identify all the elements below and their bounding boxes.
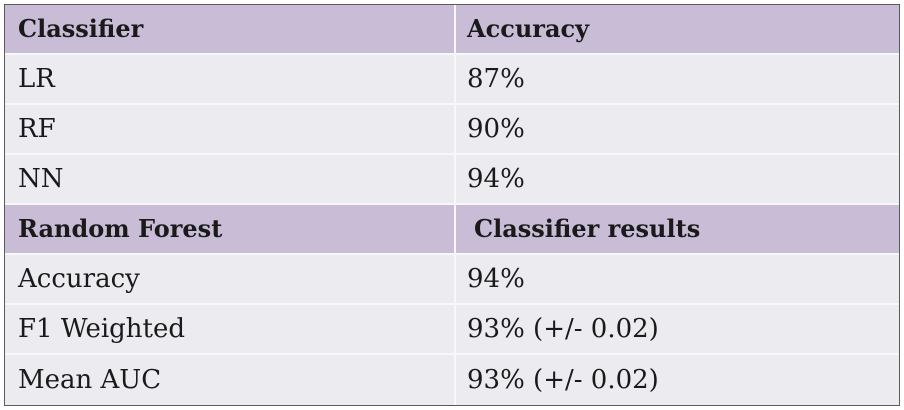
row-value: 94% [467,164,525,194]
row-label: Mean AUC [18,365,162,395]
row-value: 90% [467,114,525,144]
table-row: RF 90% [5,105,899,155]
row-label: NN [18,164,64,194]
header-cell-classifier-results: Classifier results [474,214,701,243]
column-divider [454,305,456,353]
table-row: F1 Weighted 93% (+/- 0.02) [5,305,899,355]
row-label: RF [18,114,56,144]
column-divider [454,155,456,203]
row-label: Accuracy [18,264,140,294]
header-cell-random-forest: Random Forest [18,214,223,243]
table-row: Accuracy 94% [5,255,899,305]
table-row: Mean AUC 93% (+/- 0.02) [5,355,899,405]
column-divider [454,5,456,53]
table-header-row: Classifier Accuracy [5,5,899,55]
row-value: 87% [467,64,525,94]
row-value: 93% (+/- 0.02) [467,365,659,395]
header-cell-classifier: Classifier [18,14,144,43]
row-label: LR [18,64,55,94]
row-value: 93% (+/- 0.02) [467,314,659,344]
column-divider [454,205,456,253]
column-divider [454,105,456,153]
column-divider [454,355,456,405]
table-row: LR 87% [5,55,899,105]
results-table: Classifier Accuracy LR 87% RF 90% NN 94%… [4,4,900,406]
table-header-row: Random Forest Classifier results [5,205,899,255]
table-row: NN 94% [5,155,899,205]
row-label: F1 Weighted [18,314,186,344]
header-cell-accuracy: Accuracy [467,14,590,43]
row-value: 94% [467,264,525,294]
column-divider [454,255,456,303]
column-divider [454,55,456,103]
